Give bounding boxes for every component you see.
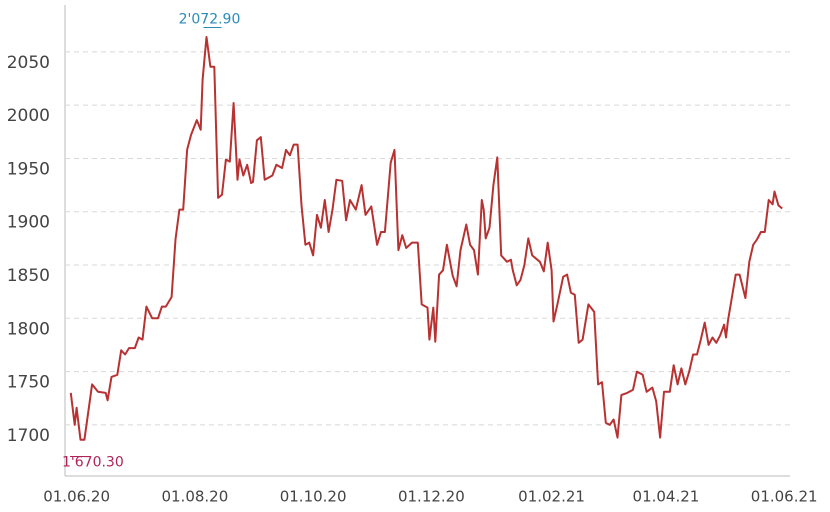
x-tick-label: 01.04.21 xyxy=(633,488,700,506)
x-tick-label: 01.10.20 xyxy=(280,488,347,506)
y-tick-label: 1950 xyxy=(7,159,50,179)
y-tick-label: 1850 xyxy=(7,266,50,286)
y-tick-label: 1750 xyxy=(7,373,50,393)
annotation: 1'670.30 xyxy=(62,454,124,470)
x-tick-label: 01.08.20 xyxy=(161,488,228,506)
y-tick-label: 1900 xyxy=(7,213,50,233)
y-tick-label: 2050 xyxy=(7,53,50,73)
x-tick-label: 01.06.20 xyxy=(43,488,110,506)
x-tick-label: 01.12.20 xyxy=(398,488,465,506)
x-tick-label: 01.02.21 xyxy=(518,488,585,506)
y-tick-label: 1700 xyxy=(7,426,50,446)
annotation: 2'072.90 xyxy=(179,11,241,27)
y-tick-label: 1800 xyxy=(7,319,50,339)
y-tick-label: 2000 xyxy=(7,106,50,126)
price-line xyxy=(69,36,783,441)
x-tick-label: 01.06.21 xyxy=(751,488,818,506)
